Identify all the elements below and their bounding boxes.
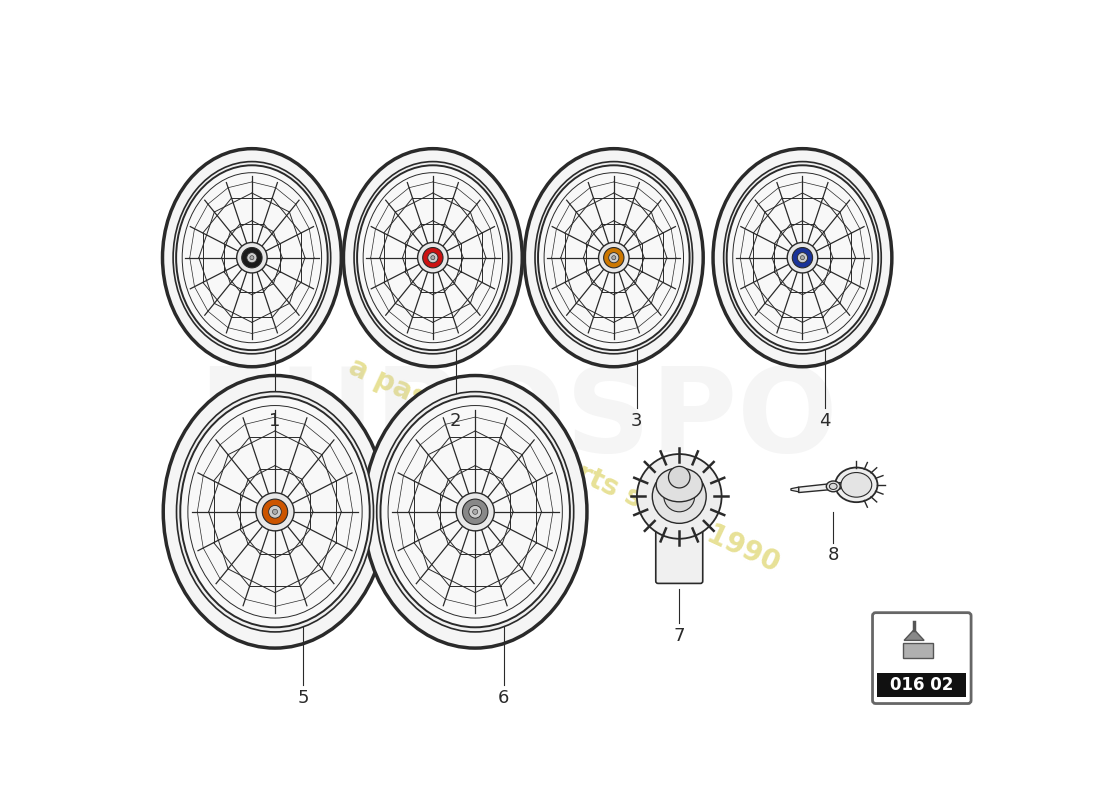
Ellipse shape (428, 253, 438, 262)
Text: 3: 3 (630, 412, 642, 430)
Ellipse shape (358, 166, 508, 350)
Ellipse shape (456, 493, 494, 531)
Ellipse shape (535, 162, 693, 354)
Ellipse shape (835, 467, 878, 502)
Ellipse shape (422, 247, 443, 268)
Ellipse shape (604, 247, 624, 268)
Ellipse shape (724, 162, 881, 354)
Text: EUROSPO: EUROSPO (198, 362, 837, 477)
Ellipse shape (273, 510, 277, 514)
Ellipse shape (343, 149, 522, 366)
Ellipse shape (788, 242, 817, 273)
Ellipse shape (163, 149, 341, 366)
Ellipse shape (180, 396, 370, 627)
Ellipse shape (842, 473, 871, 497)
Ellipse shape (176, 392, 374, 632)
Text: 5: 5 (298, 689, 309, 707)
Ellipse shape (801, 256, 804, 260)
Circle shape (637, 454, 722, 538)
Polygon shape (791, 487, 799, 492)
Ellipse shape (163, 375, 387, 648)
Ellipse shape (656, 468, 703, 502)
Ellipse shape (173, 162, 331, 354)
Ellipse shape (256, 493, 294, 531)
Text: 016 02: 016 02 (890, 676, 954, 694)
Ellipse shape (381, 396, 570, 627)
Ellipse shape (525, 149, 703, 366)
Ellipse shape (376, 392, 574, 632)
Ellipse shape (250, 256, 254, 260)
Polygon shape (799, 482, 842, 493)
Ellipse shape (242, 247, 262, 268)
Ellipse shape (262, 499, 288, 525)
Text: 2: 2 (450, 412, 461, 430)
Text: 6: 6 (498, 689, 509, 707)
Ellipse shape (612, 256, 616, 260)
Ellipse shape (538, 166, 690, 350)
Ellipse shape (462, 499, 488, 525)
Ellipse shape (598, 242, 629, 273)
Polygon shape (902, 642, 933, 658)
Ellipse shape (236, 242, 267, 273)
Text: 1: 1 (268, 412, 280, 430)
Ellipse shape (418, 242, 448, 273)
Ellipse shape (246, 253, 257, 262)
Ellipse shape (826, 481, 840, 492)
Ellipse shape (713, 149, 892, 366)
Ellipse shape (363, 375, 587, 648)
FancyBboxPatch shape (877, 673, 967, 698)
Ellipse shape (792, 247, 813, 268)
Ellipse shape (469, 506, 482, 518)
Ellipse shape (473, 510, 477, 514)
FancyBboxPatch shape (656, 510, 703, 583)
Polygon shape (904, 630, 924, 640)
Ellipse shape (829, 483, 837, 490)
Ellipse shape (354, 162, 512, 354)
Ellipse shape (176, 166, 328, 350)
Circle shape (669, 466, 690, 488)
FancyBboxPatch shape (872, 613, 971, 703)
Ellipse shape (798, 253, 807, 262)
Ellipse shape (268, 506, 282, 518)
Text: 4: 4 (820, 412, 830, 430)
Ellipse shape (727, 166, 878, 350)
Ellipse shape (431, 256, 434, 260)
Text: 8: 8 (827, 546, 839, 565)
Ellipse shape (608, 253, 619, 262)
Circle shape (652, 470, 706, 523)
Circle shape (664, 481, 695, 512)
Text: 7: 7 (673, 627, 685, 646)
Text: a passion for parts since 1990: a passion for parts since 1990 (343, 353, 784, 578)
